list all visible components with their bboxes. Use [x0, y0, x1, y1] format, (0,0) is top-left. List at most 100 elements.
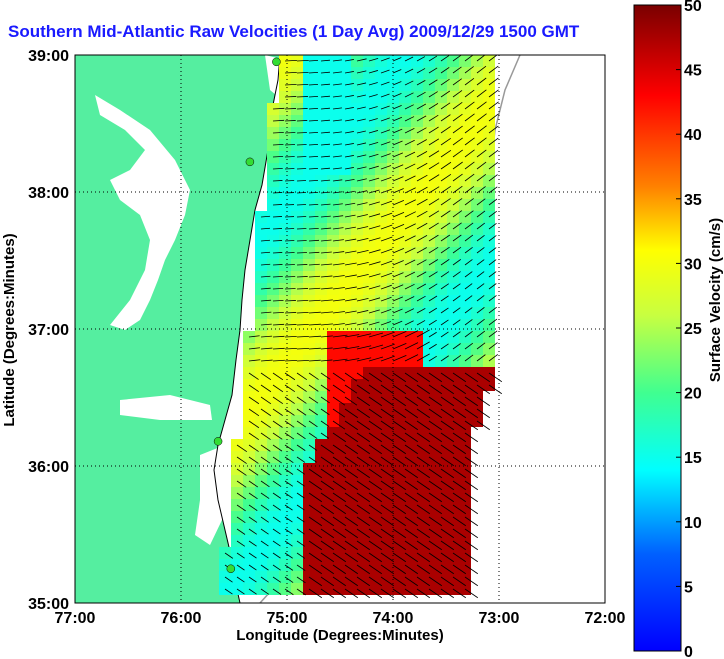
y-tick-label: 35:00 [28, 596, 69, 613]
velocity-arrow [296, 456, 306, 463]
velocity-arrow [260, 588, 269, 595]
velocity-arrow [488, 271, 497, 278]
velocity-arrow [308, 456, 317, 463]
velocity-arrow [260, 540, 269, 547]
velocity-arrow [452, 444, 467, 455]
velocity-arrow [404, 56, 414, 62]
velocity-arrow [404, 420, 419, 431]
colorbar [633, 4, 682, 652]
velocity-arrow [404, 342, 419, 350]
velocity-arrow [356, 492, 371, 503]
velocity-arrow [320, 215, 331, 218]
velocity-arrow [476, 283, 485, 290]
velocity-arrow [416, 174, 428, 182]
velocity-arrow [344, 107, 354, 110]
velocity-arrow [344, 552, 359, 563]
station-marker [213, 437, 223, 446]
velocity-arrow [464, 161, 475, 170]
velocity-arrow [308, 516, 323, 527]
velocity-arrow [356, 345, 372, 350]
velocity-arrow [452, 185, 463, 194]
velocity-arrow [248, 456, 259, 464]
velocity-arrow [344, 286, 357, 290]
velocity-arrow [428, 468, 443, 479]
velocity-arrow [296, 444, 306, 451]
velocity-arrow [440, 55, 450, 62]
velocity-arrow [464, 101, 475, 110]
velocity-arrow [320, 540, 335, 551]
velocity-arrow [344, 588, 359, 599]
velocity-arrow [284, 552, 293, 559]
velocity-arrow [440, 90, 451, 98]
velocity-arrow [356, 357, 372, 362]
velocity-arrow [428, 432, 443, 443]
velocity-arrow [356, 456, 371, 467]
velocity-arrow [260, 347, 273, 350]
velocity-arrow [344, 226, 356, 230]
velocity-arrow [464, 259, 473, 266]
velocity-arrow [320, 335, 333, 338]
x-tick-label: 76:00 [161, 610, 202, 627]
velocity-arrow [440, 138, 452, 146]
velocity-arrow [392, 480, 407, 491]
velocity-arrow [428, 271, 438, 278]
velocity-arrow [464, 396, 479, 407]
velocity-arrow [368, 261, 381, 266]
velocity-arrow [464, 384, 479, 395]
velocity-arrow [464, 588, 479, 599]
velocity-arrow [356, 297, 369, 302]
velocity-arrow [428, 504, 443, 515]
velocity-arrow [452, 516, 467, 527]
velocity-arrow [320, 143, 330, 146]
velocity-arrow [404, 384, 419, 395]
velocity-arrow [452, 456, 467, 467]
velocity-arrow [296, 84, 309, 86]
velocity-arrow [392, 152, 404, 158]
velocity-arrow [368, 201, 380, 206]
velocity-arrow [380, 432, 395, 443]
velocity-arrow [416, 384, 431, 395]
velocity-arrow [428, 259, 439, 266]
velocity-arrow [308, 107, 319, 110]
velocity-arrow [320, 227, 332, 230]
velocity-arrow [416, 127, 427, 134]
velocity-arrow [260, 227, 271, 230]
velocity-arrow [440, 307, 449, 314]
velocity-arrow [368, 94, 378, 98]
velocity-arrow [428, 408, 443, 419]
velocity-arrow [368, 384, 383, 395]
velocity-arrow [356, 178, 367, 182]
velocity-arrow [284, 336, 297, 338]
velocity-arrow [464, 552, 479, 563]
velocity-arrow [416, 307, 426, 314]
velocity-arrow [332, 95, 342, 98]
velocity-arrow [380, 212, 393, 218]
velocity-arrow [488, 384, 503, 395]
velocity-arrow [380, 444, 395, 455]
velocity-arrow [464, 319, 473, 326]
velocity-arrow [248, 335, 260, 338]
velocity-arrow [284, 359, 298, 362]
velocity-arrow [272, 311, 284, 314]
velocity-arrow [428, 126, 439, 134]
velocity-arrow [368, 118, 378, 122]
velocity-arrow [452, 355, 462, 362]
velocity-arrow [464, 271, 473, 278]
velocity-arrow [476, 384, 491, 395]
velocity-arrow [392, 396, 407, 407]
velocity-arrow [452, 564, 467, 575]
velocity-arrow [428, 222, 439, 230]
velocity-arrow [392, 432, 407, 443]
velocity-arrow [236, 504, 246, 512]
velocity-arrow [260, 576, 269, 583]
velocity-arrow [428, 295, 438, 302]
velocity-arrow [416, 320, 426, 326]
velocity-arrow [428, 162, 440, 170]
velocity-arrow [452, 283, 461, 290]
velocity-arrow [308, 420, 318, 428]
velocity-arrow [320, 504, 335, 515]
velocity-arrow [284, 288, 296, 290]
velocity-arrow [308, 408, 318, 416]
velocity-arrow [236, 492, 247, 500]
velocity-arrow [356, 516, 371, 527]
